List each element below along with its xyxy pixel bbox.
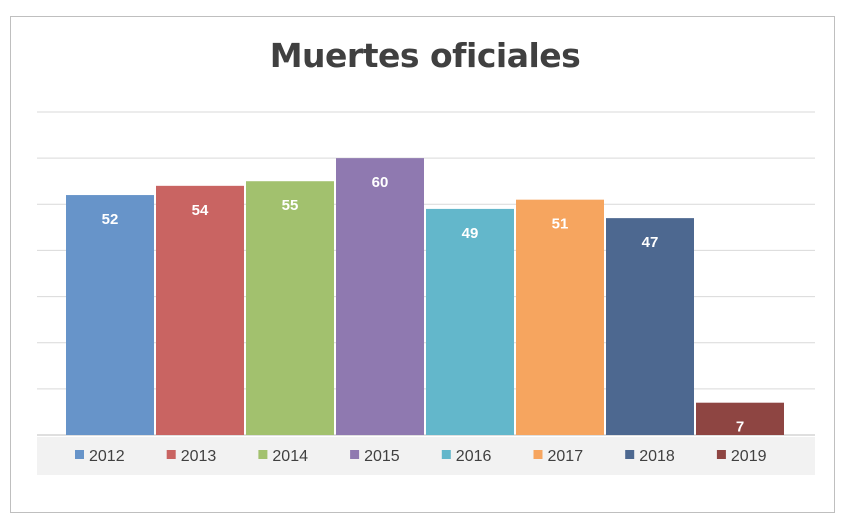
bar-2013: [156, 185, 244, 435]
legend-label-2013: 2013: [181, 448, 217, 465]
legend-swatch-2018: [625, 450, 635, 459]
bar-2016: [426, 208, 514, 435]
bar-2018: [606, 218, 694, 435]
legend-swatch-2017: [533, 450, 543, 459]
legend-label-2017: 2017: [548, 448, 584, 465]
legend-swatch-2013: [166, 450, 176, 459]
legend-label-2019: 2019: [731, 448, 767, 465]
chart-title: Muertes oficiales: [269, 36, 581, 75]
bars: [66, 158, 784, 435]
legend-label-2016: 2016: [456, 448, 492, 465]
data-label-2018: 47: [642, 234, 659, 251]
legend-label-2018: 2018: [639, 448, 675, 465]
legend-swatch-2014: [258, 450, 268, 459]
legend-swatch-2015: [350, 450, 360, 459]
data-label-2015: 60: [372, 174, 389, 191]
data-labels: 52 54 55 60 49 51 47 7: [102, 174, 745, 436]
bar-2017: [516, 199, 604, 435]
legend: 2012 2013 2014 2015 2016 2017 2018 2019: [75, 448, 767, 465]
legend-swatch-2019: [716, 450, 726, 459]
data-label-2016: 49: [462, 225, 479, 242]
bar-2019: [696, 402, 784, 435]
data-label-2019: 7: [736, 419, 744, 436]
data-label-2017: 51: [552, 216, 569, 233]
data-label-2012: 52: [102, 211, 119, 228]
data-label-2013: 54: [192, 202, 209, 219]
bar-2015: [336, 158, 424, 435]
bar-2012: [66, 195, 154, 435]
bar-2014: [246, 181, 334, 435]
legend-swatch-2016: [441, 450, 451, 459]
legend-swatch-2012: [75, 450, 84, 459]
data-label-2014: 55: [282, 197, 299, 214]
legend-label-2014: 2014: [272, 448, 308, 465]
legend-label-2012: 2012: [89, 448, 125, 465]
legend-background: [37, 437, 815, 475]
legend-label-2015: 2015: [364, 448, 400, 465]
